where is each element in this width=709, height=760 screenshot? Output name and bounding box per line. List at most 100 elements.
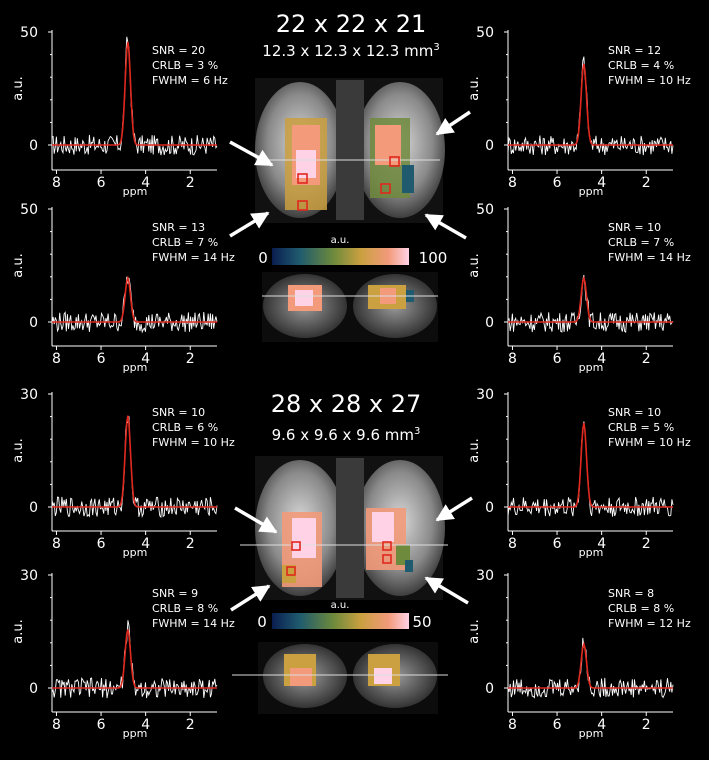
x-tick-label: 6 (553, 717, 562, 733)
fit-line (508, 422, 673, 508)
y-tick-label: 0 (29, 138, 38, 154)
y-tick-label: 50 (20, 202, 38, 218)
mri-coronal-image-1 (262, 272, 438, 342)
fit-line (52, 415, 217, 508)
measured-spectrum-line (507, 421, 674, 517)
voxel-map-axial-1 (285, 118, 414, 210)
measured-spectrum-line (51, 276, 218, 334)
x-axis-label: ppm (579, 727, 604, 740)
stat-label: SNR = 10 (608, 221, 661, 234)
x-tick-label: 4 (597, 351, 606, 367)
spectrum-panel: 0 30 a.u. 8 6 4 2 ppm SNR = 8 CRLB = 8 % FWHM = 12… (467, 568, 691, 740)
mri-axial-image-1 (255, 78, 445, 223)
x-tick-label: 6 (97, 536, 106, 552)
fit-line (508, 275, 673, 323)
y-tick-label: 30 (20, 568, 38, 584)
x-tick-label: 2 (186, 175, 195, 191)
x-tick-label: 4 (597, 717, 606, 733)
x-tick-label: 8 (508, 536, 517, 552)
x-tick-label: 8 (508, 351, 517, 367)
x-tick-label: 6 (97, 351, 106, 367)
stat-label: SNR = 9 (152, 587, 198, 600)
y-axis-label: a.u. (11, 76, 26, 100)
stat-label: SNR = 20 (152, 44, 205, 57)
x-tick-label: 6 (553, 351, 562, 367)
x-axis-label: ppm (123, 727, 148, 740)
stat-label: FWHM = 10 Hz (152, 436, 235, 449)
voxel-markers-2 (286, 541, 392, 576)
y-axis-label: a.u. (467, 253, 482, 277)
x-tick-label: 4 (141, 175, 150, 191)
stat-label: CRLB = 6 % (152, 421, 218, 434)
y-tick-label: 0 (485, 315, 494, 331)
y-tick-label: 30 (476, 387, 494, 403)
x-tick-label: 2 (642, 536, 651, 552)
x-axis-label: ppm (579, 185, 604, 198)
x-tick-label: 8 (52, 351, 61, 367)
x-tick-label: 6 (553, 536, 562, 552)
stat-label: CRLB = 5 % (608, 421, 674, 434)
stat-label: CRLB = 7 % (608, 236, 674, 249)
measured-spectrum-line (507, 637, 674, 699)
x-tick-label: 8 (508, 717, 517, 733)
section-1-voxel-size: 12.3 x 12.3 x 12.3 mm3 (262, 42, 439, 60)
x-tick-label: 6 (553, 175, 562, 191)
stat-label: SNR = 12 (608, 44, 661, 57)
x-tick-label: 8 (52, 536, 61, 552)
arrow (230, 584, 271, 612)
x-tick-label: 4 (141, 351, 150, 367)
x-axis-label: ppm (579, 546, 604, 559)
section-1-center: 22 x 22 x 21 12.3 x 12.3 x 12.3 mm3 a.u. (255, 10, 447, 342)
x-tick-label: 8 (52, 717, 61, 733)
x-axis-label: ppm (123, 546, 148, 559)
x-tick-label: 2 (186, 351, 195, 367)
mri-coronal-image-2 (258, 642, 438, 714)
x-tick-label: 4 (597, 536, 606, 552)
spectrum-panel: 0 50 a.u. 8 6 4 2 ppm SNR = 20 CRLB = 3 % FWHM = 6… (11, 25, 228, 198)
stat-label: FWHM = 6 Hz (152, 74, 228, 87)
x-tick-label: 4 (597, 175, 606, 191)
colorbar-1 (272, 248, 409, 265)
x-tick-label: 2 (186, 536, 195, 552)
stat-label: CRLB = 3 % (152, 59, 218, 72)
colorbar-2-label: a.u. (331, 600, 350, 611)
y-tick-label: 50 (20, 25, 38, 41)
y-axis-label: a.u. (467, 619, 482, 643)
stat-label: FWHM = 10 Hz (608, 74, 691, 87)
spectrum-panel: 0 50 a.u. 8 6 4 2 ppm SNR = 12 CRLB = 4 % FWHM = 1… (467, 25, 691, 198)
stat-label: FWHM = 14 Hz (152, 617, 235, 630)
section-2-voxel-size: 9.6 x 9.6 x 9.6 mm3 (272, 426, 421, 444)
colorbar-1-max: 100 (419, 249, 448, 267)
arrows (229, 110, 473, 612)
x-tick-label: 8 (52, 175, 61, 191)
y-axis-label: a.u. (11, 619, 26, 643)
x-tick-label: 6 (97, 175, 106, 191)
y-axis-label: a.u. (467, 438, 482, 462)
stat-label: CRLB = 4 % (608, 59, 674, 72)
section-2-title: 28 x 28 x 27 (271, 390, 422, 418)
x-tick-label: 4 (141, 717, 150, 733)
stat-label: SNR = 10 (608, 406, 661, 419)
y-tick-label: 0 (29, 681, 38, 697)
stat-label: FWHM = 10 Hz (608, 436, 691, 449)
fit-line (508, 641, 673, 689)
y-axis-label: a.u. (11, 438, 26, 462)
colorbar-1-label: a.u. (331, 235, 350, 246)
stat-label: CRLB = 7 % (152, 236, 218, 249)
stat-label: CRLB = 8 % (152, 602, 218, 615)
fit-line (52, 629, 217, 689)
colorbar-2-max: 50 (412, 613, 431, 631)
fit-line (52, 275, 217, 323)
y-tick-label: 30 (476, 568, 494, 584)
measured-spectrum-line (51, 620, 218, 699)
colorbar-2-min: 0 (257, 613, 267, 631)
y-tick-label: 30 (20, 387, 38, 403)
colorbar-2 (272, 613, 409, 629)
arrow (424, 576, 469, 605)
spectrum-panel: 0 30 a.u. 8 6 4 2 ppm SNR = 10 CRLB = 5 % FWHM = 1… (467, 387, 691, 559)
y-tick-label: 0 (485, 138, 494, 154)
spectrum-panel: 0 50 a.u. 8 6 4 2 ppm SNR = 10 CRLB = 7 % FWHM = 1… (467, 202, 691, 374)
measured-spectrum-line (507, 274, 674, 334)
fit-line (52, 41, 217, 146)
